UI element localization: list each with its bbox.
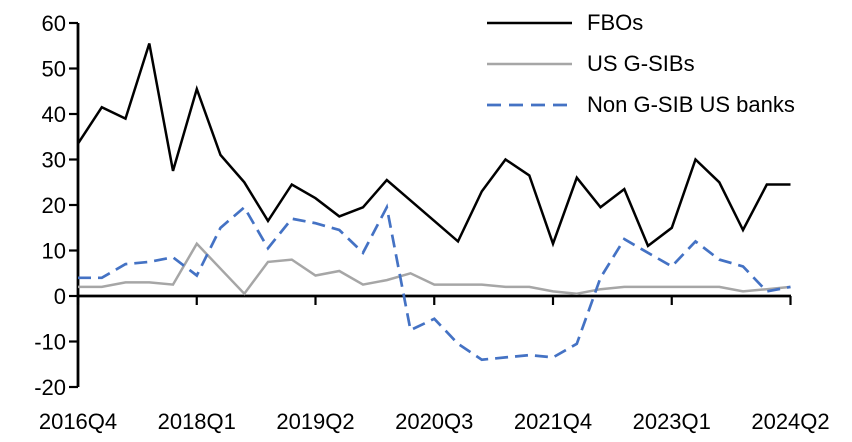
y-tick-label: 60 [42, 11, 66, 36]
x-tick-label: 2018Q1 [158, 409, 236, 434]
x-tick-label: 2019Q2 [276, 409, 354, 434]
series-line-fbos [76, 43, 791, 248]
y-tick-label: -10 [34, 330, 66, 355]
x-tick-label: 2021Q4 [514, 409, 592, 434]
series-line-us-g-sibs [78, 241, 791, 296]
fbos-line-sample-icon [487, 21, 572, 24]
y-tick-label: 10 [42, 239, 66, 264]
y-tick-label: 40 [42, 102, 66, 127]
x-tick-label: 2020Q3 [395, 409, 473, 434]
legend-label-fbos: FBOs [587, 9, 644, 35]
legend-label-non-gsib: Non G-SIB US banks [587, 91, 795, 117]
x-tick-label: 2023Q1 [633, 409, 711, 434]
y-tick-label: -20 [34, 375, 66, 400]
legend-item-fbos: FBOs [487, 2, 795, 43]
legend-label-us-gsibs: US G-SIBs [587, 50, 695, 76]
series-line-non-g-sib-us-banks [78, 203, 791, 362]
x-tick-label: 2024Q2 [751, 409, 829, 434]
x-tick-label: 2016Q4 [39, 409, 117, 434]
y-tick-label: 50 [42, 57, 66, 82]
non-gsib-dashed-line-sample-icon [487, 103, 572, 106]
y-tick-label: 20 [42, 193, 66, 218]
y-tick-label: 30 [42, 148, 66, 173]
legend-item-non-gsib: Non G-SIB US banks [487, 84, 795, 125]
y-tick-label: 0 [54, 284, 66, 309]
legend-item-us-gsibs: US G-SIBs [487, 43, 795, 84]
us-gsibs-line-sample-icon [487, 62, 572, 65]
legend: FBOs US G-SIBs Non G-SIB US banks [487, 2, 795, 125]
